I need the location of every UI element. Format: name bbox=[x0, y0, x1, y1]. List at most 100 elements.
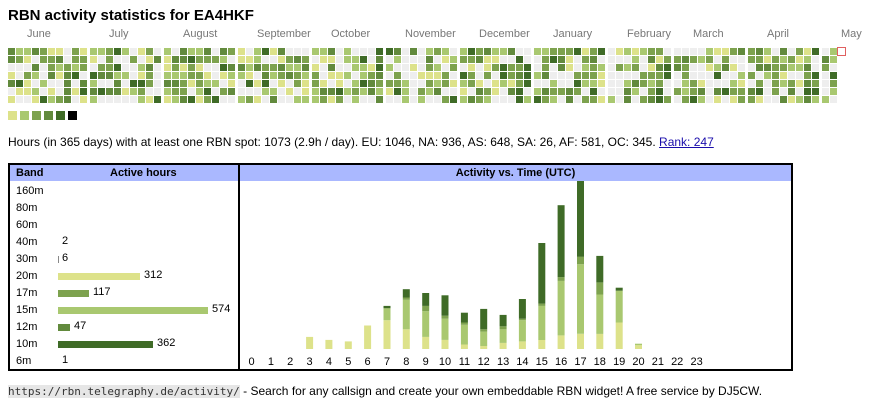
heatmap-day-cell[interactable] bbox=[418, 96, 425, 103]
heatmap-day-cell[interactable] bbox=[336, 88, 343, 95]
heatmap-day-cell[interactable] bbox=[550, 56, 557, 63]
heatmap-day-cell[interactable] bbox=[344, 64, 351, 71]
heatmap-day-cell[interactable] bbox=[608, 56, 615, 63]
heatmap-day-cell[interactable] bbox=[706, 48, 713, 55]
heatmap-day-cell[interactable] bbox=[664, 80, 671, 87]
heatmap-day-cell[interactable] bbox=[238, 96, 245, 103]
heatmap-day-cell[interactable] bbox=[32, 64, 39, 71]
heatmap-day-cell[interactable] bbox=[516, 88, 523, 95]
heatmap-day-cell[interactable] bbox=[122, 88, 129, 95]
heatmap-day-cell[interactable] bbox=[582, 96, 589, 103]
heatmap-day-cell[interactable] bbox=[484, 88, 491, 95]
heatmap-day-cell[interactable] bbox=[484, 80, 491, 87]
heatmap-day-cell[interactable] bbox=[674, 64, 681, 71]
heatmap-day-cell[interactable] bbox=[32, 88, 39, 95]
heatmap-day-cell[interactable] bbox=[90, 72, 97, 79]
heatmap-day-cell[interactable] bbox=[238, 88, 245, 95]
heatmap-day-cell[interactable] bbox=[320, 48, 327, 55]
heatmap-day-cell[interactable] bbox=[788, 72, 795, 79]
heatmap-day-cell[interactable] bbox=[154, 80, 161, 87]
heatmap-day-cell[interactable] bbox=[106, 96, 113, 103]
heatmap-day-cell[interactable] bbox=[722, 88, 729, 95]
heatmap-day-cell[interactable] bbox=[228, 88, 235, 95]
heatmap-day-cell[interactable] bbox=[830, 64, 837, 71]
heatmap-day-cell[interactable] bbox=[146, 64, 153, 71]
heatmap-day-cell[interactable] bbox=[394, 56, 401, 63]
heatmap-day-cell[interactable] bbox=[664, 64, 671, 71]
heatmap-day-cell[interactable] bbox=[246, 88, 253, 95]
heatmap-day-cell[interactable] bbox=[476, 48, 483, 55]
heatmap-day-cell[interactable] bbox=[682, 48, 689, 55]
heatmap-day-cell[interactable] bbox=[180, 88, 187, 95]
heatmap-day-cell[interactable] bbox=[24, 80, 31, 87]
heatmap-day-cell[interactable] bbox=[64, 48, 71, 55]
heatmap-day-cell[interactable] bbox=[238, 56, 245, 63]
heatmap-day-cell[interactable] bbox=[80, 72, 87, 79]
heatmap-day-cell[interactable] bbox=[262, 72, 269, 79]
heatmap-day-cell[interactable] bbox=[730, 96, 737, 103]
heatmap-day-cell[interactable] bbox=[376, 64, 383, 71]
heatmap-day-cell[interactable] bbox=[130, 64, 137, 71]
heatmap-day-cell[interactable] bbox=[254, 48, 261, 55]
heatmap-day-cell[interactable] bbox=[484, 48, 491, 55]
heatmap-day-cell[interactable] bbox=[796, 56, 803, 63]
heatmap-day-cell[interactable] bbox=[48, 96, 55, 103]
heatmap-day-cell[interactable] bbox=[640, 88, 647, 95]
heatmap-day-cell[interactable] bbox=[180, 80, 187, 87]
heatmap-day-cell[interactable] bbox=[212, 56, 219, 63]
heatmap-day-cell[interactable] bbox=[312, 56, 319, 63]
heatmap-day-cell[interactable] bbox=[172, 96, 179, 103]
heatmap-day-cell[interactable] bbox=[608, 96, 615, 103]
heatmap-day-cell[interactable] bbox=[500, 64, 507, 71]
heatmap-day-cell[interactable] bbox=[664, 48, 671, 55]
heatmap-day-cell[interactable] bbox=[114, 64, 121, 71]
heatmap-day-cell[interactable] bbox=[698, 80, 705, 87]
heatmap-day-cell[interactable] bbox=[360, 64, 367, 71]
heatmap-day-cell[interactable] bbox=[32, 72, 39, 79]
heatmap-day-cell[interactable] bbox=[698, 56, 705, 63]
heatmap-day-cell[interactable] bbox=[8, 88, 15, 95]
heatmap-day-cell[interactable] bbox=[394, 72, 401, 79]
heatmap-day-cell[interactable] bbox=[336, 80, 343, 87]
heatmap-day-cell[interactable] bbox=[682, 96, 689, 103]
heatmap-day-cell[interactable] bbox=[608, 72, 615, 79]
heatmap-day-cell[interactable] bbox=[212, 48, 219, 55]
heatmap-day-cell[interactable] bbox=[748, 56, 755, 63]
heatmap-day-cell[interactable] bbox=[24, 96, 31, 103]
heatmap-day-cell[interactable] bbox=[122, 96, 129, 103]
heatmap-day-cell[interactable] bbox=[302, 72, 309, 79]
heatmap-day-cell[interactable] bbox=[468, 80, 475, 87]
heatmap-day-cell[interactable] bbox=[500, 88, 507, 95]
heatmap-day-cell[interactable] bbox=[40, 72, 47, 79]
heatmap-day-cell[interactable] bbox=[188, 56, 195, 63]
heatmap-day-cell[interactable] bbox=[394, 96, 401, 103]
heatmap-day-cell[interactable] bbox=[220, 88, 227, 95]
heatmap-day-cell[interactable] bbox=[56, 48, 63, 55]
heatmap-day-cell[interactable] bbox=[598, 96, 605, 103]
heatmap-day-cell[interactable] bbox=[656, 48, 663, 55]
heatmap-day-cell[interactable] bbox=[220, 48, 227, 55]
heatmap-day-cell[interactable] bbox=[270, 72, 277, 79]
heatmap-day-cell[interactable] bbox=[48, 80, 55, 87]
heatmap-day-cell[interactable] bbox=[386, 72, 393, 79]
heatmap-day-cell[interactable] bbox=[114, 56, 121, 63]
heatmap-day-cell[interactable] bbox=[804, 96, 811, 103]
heatmap-day-cell[interactable] bbox=[822, 96, 829, 103]
heatmap-day-cell[interactable] bbox=[542, 72, 549, 79]
heatmap-day-cell[interactable] bbox=[426, 64, 433, 71]
heatmap-day-cell[interactable] bbox=[508, 56, 515, 63]
heatmap-day-cell[interactable] bbox=[98, 56, 105, 63]
heatmap-day-cell[interactable] bbox=[516, 96, 523, 103]
heatmap-day-cell[interactable] bbox=[106, 80, 113, 87]
heatmap-day-cell[interactable] bbox=[130, 72, 137, 79]
heatmap-day-cell[interactable] bbox=[780, 64, 787, 71]
heatmap-day-cell[interactable] bbox=[154, 56, 161, 63]
heatmap-day-cell[interactable] bbox=[394, 64, 401, 71]
heatmap-day-cell[interactable] bbox=[534, 80, 541, 87]
heatmap-day-cell[interactable] bbox=[302, 64, 309, 71]
heatmap-day-cell[interactable] bbox=[386, 80, 393, 87]
heatmap-day-cell[interactable] bbox=[598, 48, 605, 55]
heatmap-day-cell[interactable] bbox=[772, 56, 779, 63]
heatmap-day-cell[interactable] bbox=[460, 96, 467, 103]
heatmap-day-cell[interactable] bbox=[730, 72, 737, 79]
